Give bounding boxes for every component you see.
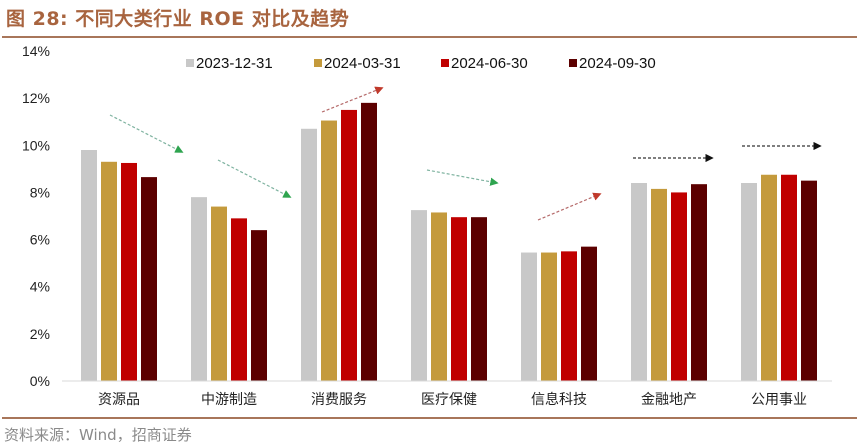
legend-swatch	[569, 59, 577, 67]
bar	[671, 192, 687, 381]
trend-arrow-up-icon	[537, 192, 602, 221]
bar	[561, 251, 577, 381]
bar-group	[521, 246, 597, 381]
bar	[431, 212, 447, 381]
bar-series	[81, 102, 817, 382]
bar	[341, 109, 357, 381]
y-tick-label: 10%	[22, 137, 50, 153]
y-tick-label: 14%	[22, 43, 50, 59]
bar-group	[81, 150, 157, 381]
y-tick-label: 6%	[30, 232, 50, 248]
bar	[761, 174, 777, 381]
x-category-label: 消费服务	[311, 392, 367, 408]
y-axis: 0% 2% 4% 6% 8% 10% 12% 14%	[22, 43, 50, 389]
top-divider	[2, 36, 857, 38]
bar	[781, 174, 797, 381]
bar	[321, 120, 337, 382]
x-category-label: 信息科技	[531, 391, 587, 408]
y-tick-label: 4%	[30, 279, 50, 295]
y-tick-label: 8%	[30, 184, 50, 200]
bar	[691, 184, 707, 381]
bar	[741, 183, 757, 381]
legend-label: 2023-12-31	[196, 55, 273, 72]
bar	[411, 210, 427, 381]
legend-label: 2024-06-30	[451, 55, 528, 72]
bar	[101, 161, 117, 381]
bar-group	[631, 183, 707, 381]
bar	[191, 197, 207, 381]
trend-arrow-up-icon	[321, 86, 384, 113]
bottom-divider	[2, 417, 857, 419]
x-category-label: 中游制造	[201, 392, 257, 408]
x-category-label: 医疗保健	[421, 392, 477, 408]
bar	[141, 177, 157, 381]
legend-swatch	[186, 59, 194, 67]
bar	[541, 252, 557, 381]
x-category-label: 金融地产	[641, 392, 697, 408]
bar	[211, 206, 227, 381]
trend-arrow-down-icon	[426, 169, 499, 186]
bar	[801, 180, 817, 381]
bar	[521, 252, 537, 381]
figure-title: 图 28: 不同大类行业 ROE 对比及趋势	[6, 8, 350, 30]
legend: 2023-12-31 2024-03-31 2024-06-30 2024-09-30	[186, 55, 656, 72]
bar	[631, 183, 647, 381]
legend-swatch	[314, 59, 322, 67]
bar-group	[191, 197, 267, 381]
bar	[651, 188, 667, 381]
trend-arrow-down-icon	[109, 114, 184, 153]
bar	[451, 217, 467, 381]
x-axis: 资源品 中游制造 消费服务 医疗保健 信息科技 金融地产 公用事业	[98, 391, 807, 408]
y-tick-label: 0%	[30, 373, 50, 389]
y-tick-label: 12%	[22, 90, 50, 106]
source-note: 资料来源：Wind，招商证券	[4, 426, 192, 444]
bar	[231, 218, 247, 381]
x-category-label: 资源品	[98, 392, 140, 408]
bar	[301, 128, 317, 381]
trend-arrows	[109, 86, 822, 221]
bar	[81, 150, 97, 381]
bar	[471, 217, 487, 381]
bar-group	[301, 102, 377, 382]
legend-item: 2024-09-30	[569, 55, 656, 72]
legend-item: 2023-12-31	[186, 55, 273, 72]
x-category-label: 公用事业	[751, 392, 807, 408]
bar-group	[741, 174, 817, 381]
legend-swatch	[441, 59, 449, 67]
legend-item: 2024-06-30	[441, 55, 528, 72]
bar	[361, 102, 377, 381]
bar-group	[411, 210, 487, 381]
legend-item: 2024-03-31	[314, 55, 401, 72]
y-tick-label: 2%	[30, 326, 50, 342]
bar	[251, 230, 267, 381]
trend-arrow-down-icon	[217, 159, 292, 198]
bar	[581, 246, 597, 381]
legend-label: 2024-03-31	[324, 55, 401, 72]
bar	[121, 162, 137, 381]
legend-label: 2024-09-30	[579, 55, 656, 72]
